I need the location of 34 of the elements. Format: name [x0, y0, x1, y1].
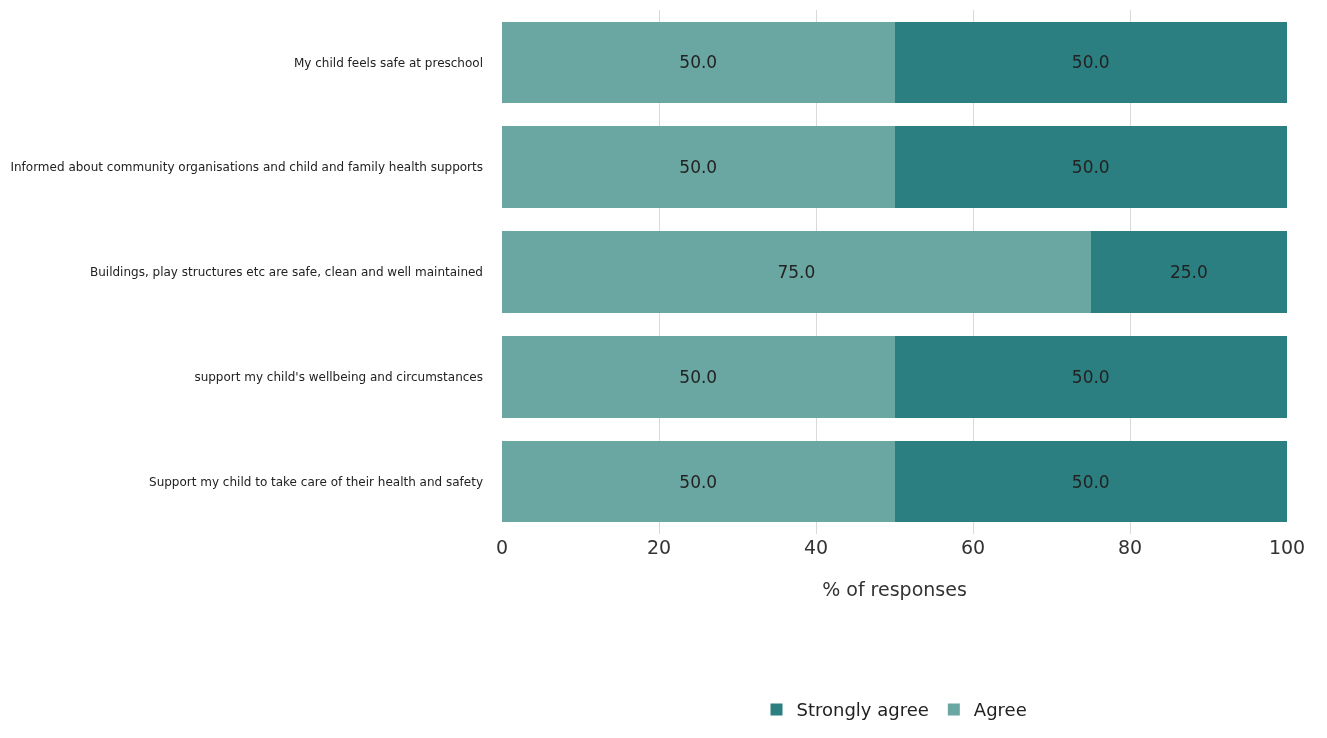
x-axis-title: % of responses [822, 577, 967, 600]
x-tick-label: 0 [495, 536, 509, 558]
data-label: 50.0 [679, 471, 718, 492]
y-tick-label: Buildings, play structures etc are safe, clean and well maintained [89, 265, 483, 280]
bar [502, 440, 895, 523]
bar [502, 21, 895, 104]
y-tick-label: My child feels safe at preschool [293, 55, 483, 70]
bar [894, 335, 1287, 418]
bar [502, 126, 895, 209]
data-label: 50.0 [679, 157, 718, 178]
data-label: 25.0 [1169, 262, 1208, 282]
data-label: 50.0 [1071, 157, 1110, 178]
y-tick-label: Support my child to take care of their health and safety [149, 474, 483, 489]
bar [894, 126, 1287, 209]
y-tick-label: support my child's wellbeing and circumstances [194, 370, 483, 384]
data-label: 50.0 [679, 366, 718, 387]
x-tick-label: 100 [1268, 536, 1306, 558]
bar [894, 21, 1287, 104]
x-tick-label: 40 [803, 536, 829, 558]
data-label: 50.0 [1071, 52, 1110, 73]
bar [894, 440, 1287, 523]
bar [502, 231, 1091, 313]
data-label: 50.0 [1071, 366, 1110, 387]
data-label: 75.0 [777, 262, 816, 282]
x-tick-label: 20 [646, 536, 672, 558]
data-label: 50.0 [679, 52, 718, 73]
data-label: 50.0 [1071, 471, 1110, 492]
y-tick-label: Informed about community organisations and child and family health supports [10, 160, 483, 175]
x-tick-label: 80 [1117, 536, 1143, 558]
x-tick-label: 60 [960, 536, 986, 558]
bar [502, 335, 895, 418]
bar [1090, 231, 1287, 313]
legend-label: Agree [973, 699, 1027, 721]
legend-label: Strongly agree [796, 699, 929, 721]
